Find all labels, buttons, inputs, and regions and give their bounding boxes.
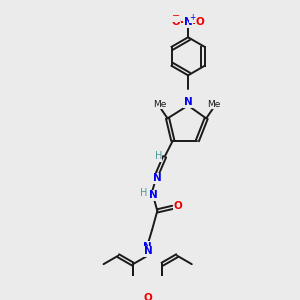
Text: N: N bbox=[144, 246, 153, 256]
Text: O: O bbox=[173, 201, 182, 211]
Text: N: N bbox=[184, 97, 192, 107]
Text: H: H bbox=[140, 188, 148, 198]
Text: −: − bbox=[172, 11, 180, 21]
Text: N: N bbox=[153, 173, 162, 183]
Text: N: N bbox=[143, 242, 152, 252]
Text: O: O bbox=[143, 293, 152, 300]
Text: O: O bbox=[196, 17, 205, 27]
Text: N: N bbox=[149, 190, 158, 200]
Text: N: N bbox=[184, 17, 192, 27]
Text: +: + bbox=[189, 13, 195, 22]
Text: Me: Me bbox=[153, 100, 166, 109]
Text: O: O bbox=[171, 17, 180, 27]
Text: Me: Me bbox=[207, 100, 221, 109]
Text: H: H bbox=[154, 151, 162, 161]
